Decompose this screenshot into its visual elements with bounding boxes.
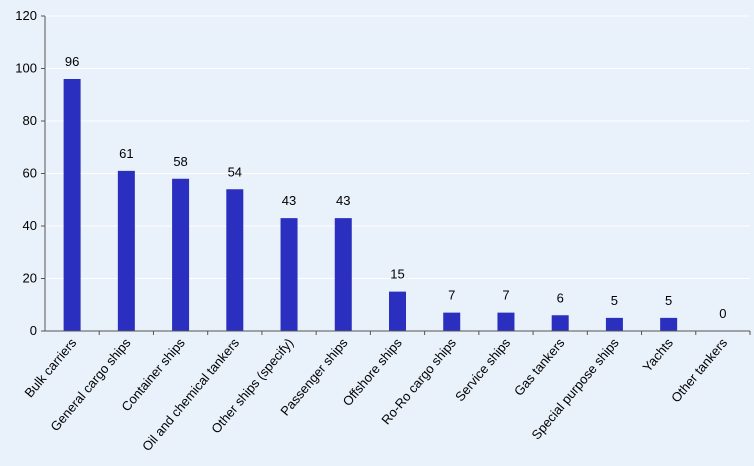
data-label: 58 [173,154,187,169]
y-tick-label: 20 [23,271,37,286]
bar [280,218,298,331]
y-tick-label: 0 [30,323,37,338]
bar [605,317,623,331]
data-label: 7 [448,288,455,303]
bar [551,315,569,331]
data-label: 43 [282,193,296,208]
data-label: 7 [502,288,509,303]
axes [41,15,751,335]
bar [660,317,678,331]
y-tick-label: 60 [23,166,37,181]
bar [497,312,515,331]
bar [334,218,352,331]
data-label: 43 [336,193,350,208]
data-labels: 96 61 58 54 43 43 15 7 7 6 5 5 0 [65,54,727,321]
data-label: 5 [611,293,618,308]
y-tick-labels: 0 20 40 60 80 100 120 [15,8,37,338]
data-label: 5 [665,293,672,308]
bar [226,189,244,331]
bar [117,170,135,331]
y-tick-label: 120 [15,8,37,23]
bar [172,178,190,331]
y-tick-label: 80 [23,113,37,128]
bar [389,291,406,331]
data-label: 6 [557,290,564,305]
bar [443,312,461,331]
data-label: 96 [65,54,79,69]
data-label: 15 [390,267,404,282]
bar [63,79,81,331]
data-label: 0 [719,306,726,321]
data-label: 61 [119,146,133,161]
bars [63,79,678,331]
gridlines [45,15,750,279]
data-label: 54 [228,164,242,179]
y-tick-label: 100 [15,61,37,76]
y-tick-label: 40 [23,218,37,233]
